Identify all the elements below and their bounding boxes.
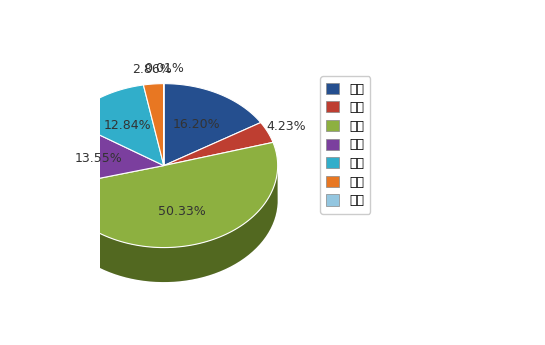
Text: 13.55%: 13.55%	[75, 151, 123, 165]
Text: 12.84%: 12.84%	[104, 119, 152, 132]
Polygon shape	[164, 122, 273, 166]
Polygon shape	[54, 166, 164, 222]
Polygon shape	[54, 166, 164, 222]
Text: 50.33%: 50.33%	[158, 205, 206, 218]
Polygon shape	[54, 142, 277, 248]
Polygon shape	[50, 166, 54, 222]
Polygon shape	[50, 120, 164, 187]
Legend: 华北, 东北, 华东, 华中, 华南, 西南, 西北: 华北, 东北, 华东, 华中, 华南, 西南, 西北	[320, 76, 370, 214]
Polygon shape	[164, 83, 261, 166]
Polygon shape	[143, 83, 164, 166]
Text: 2.86%: 2.86%	[132, 63, 172, 76]
Ellipse shape	[50, 118, 277, 282]
Text: 4.23%: 4.23%	[267, 120, 306, 132]
Polygon shape	[54, 168, 277, 282]
Text: 0.01%: 0.01%	[144, 62, 184, 75]
Text: 16.20%: 16.20%	[172, 118, 220, 130]
Polygon shape	[69, 85, 164, 166]
